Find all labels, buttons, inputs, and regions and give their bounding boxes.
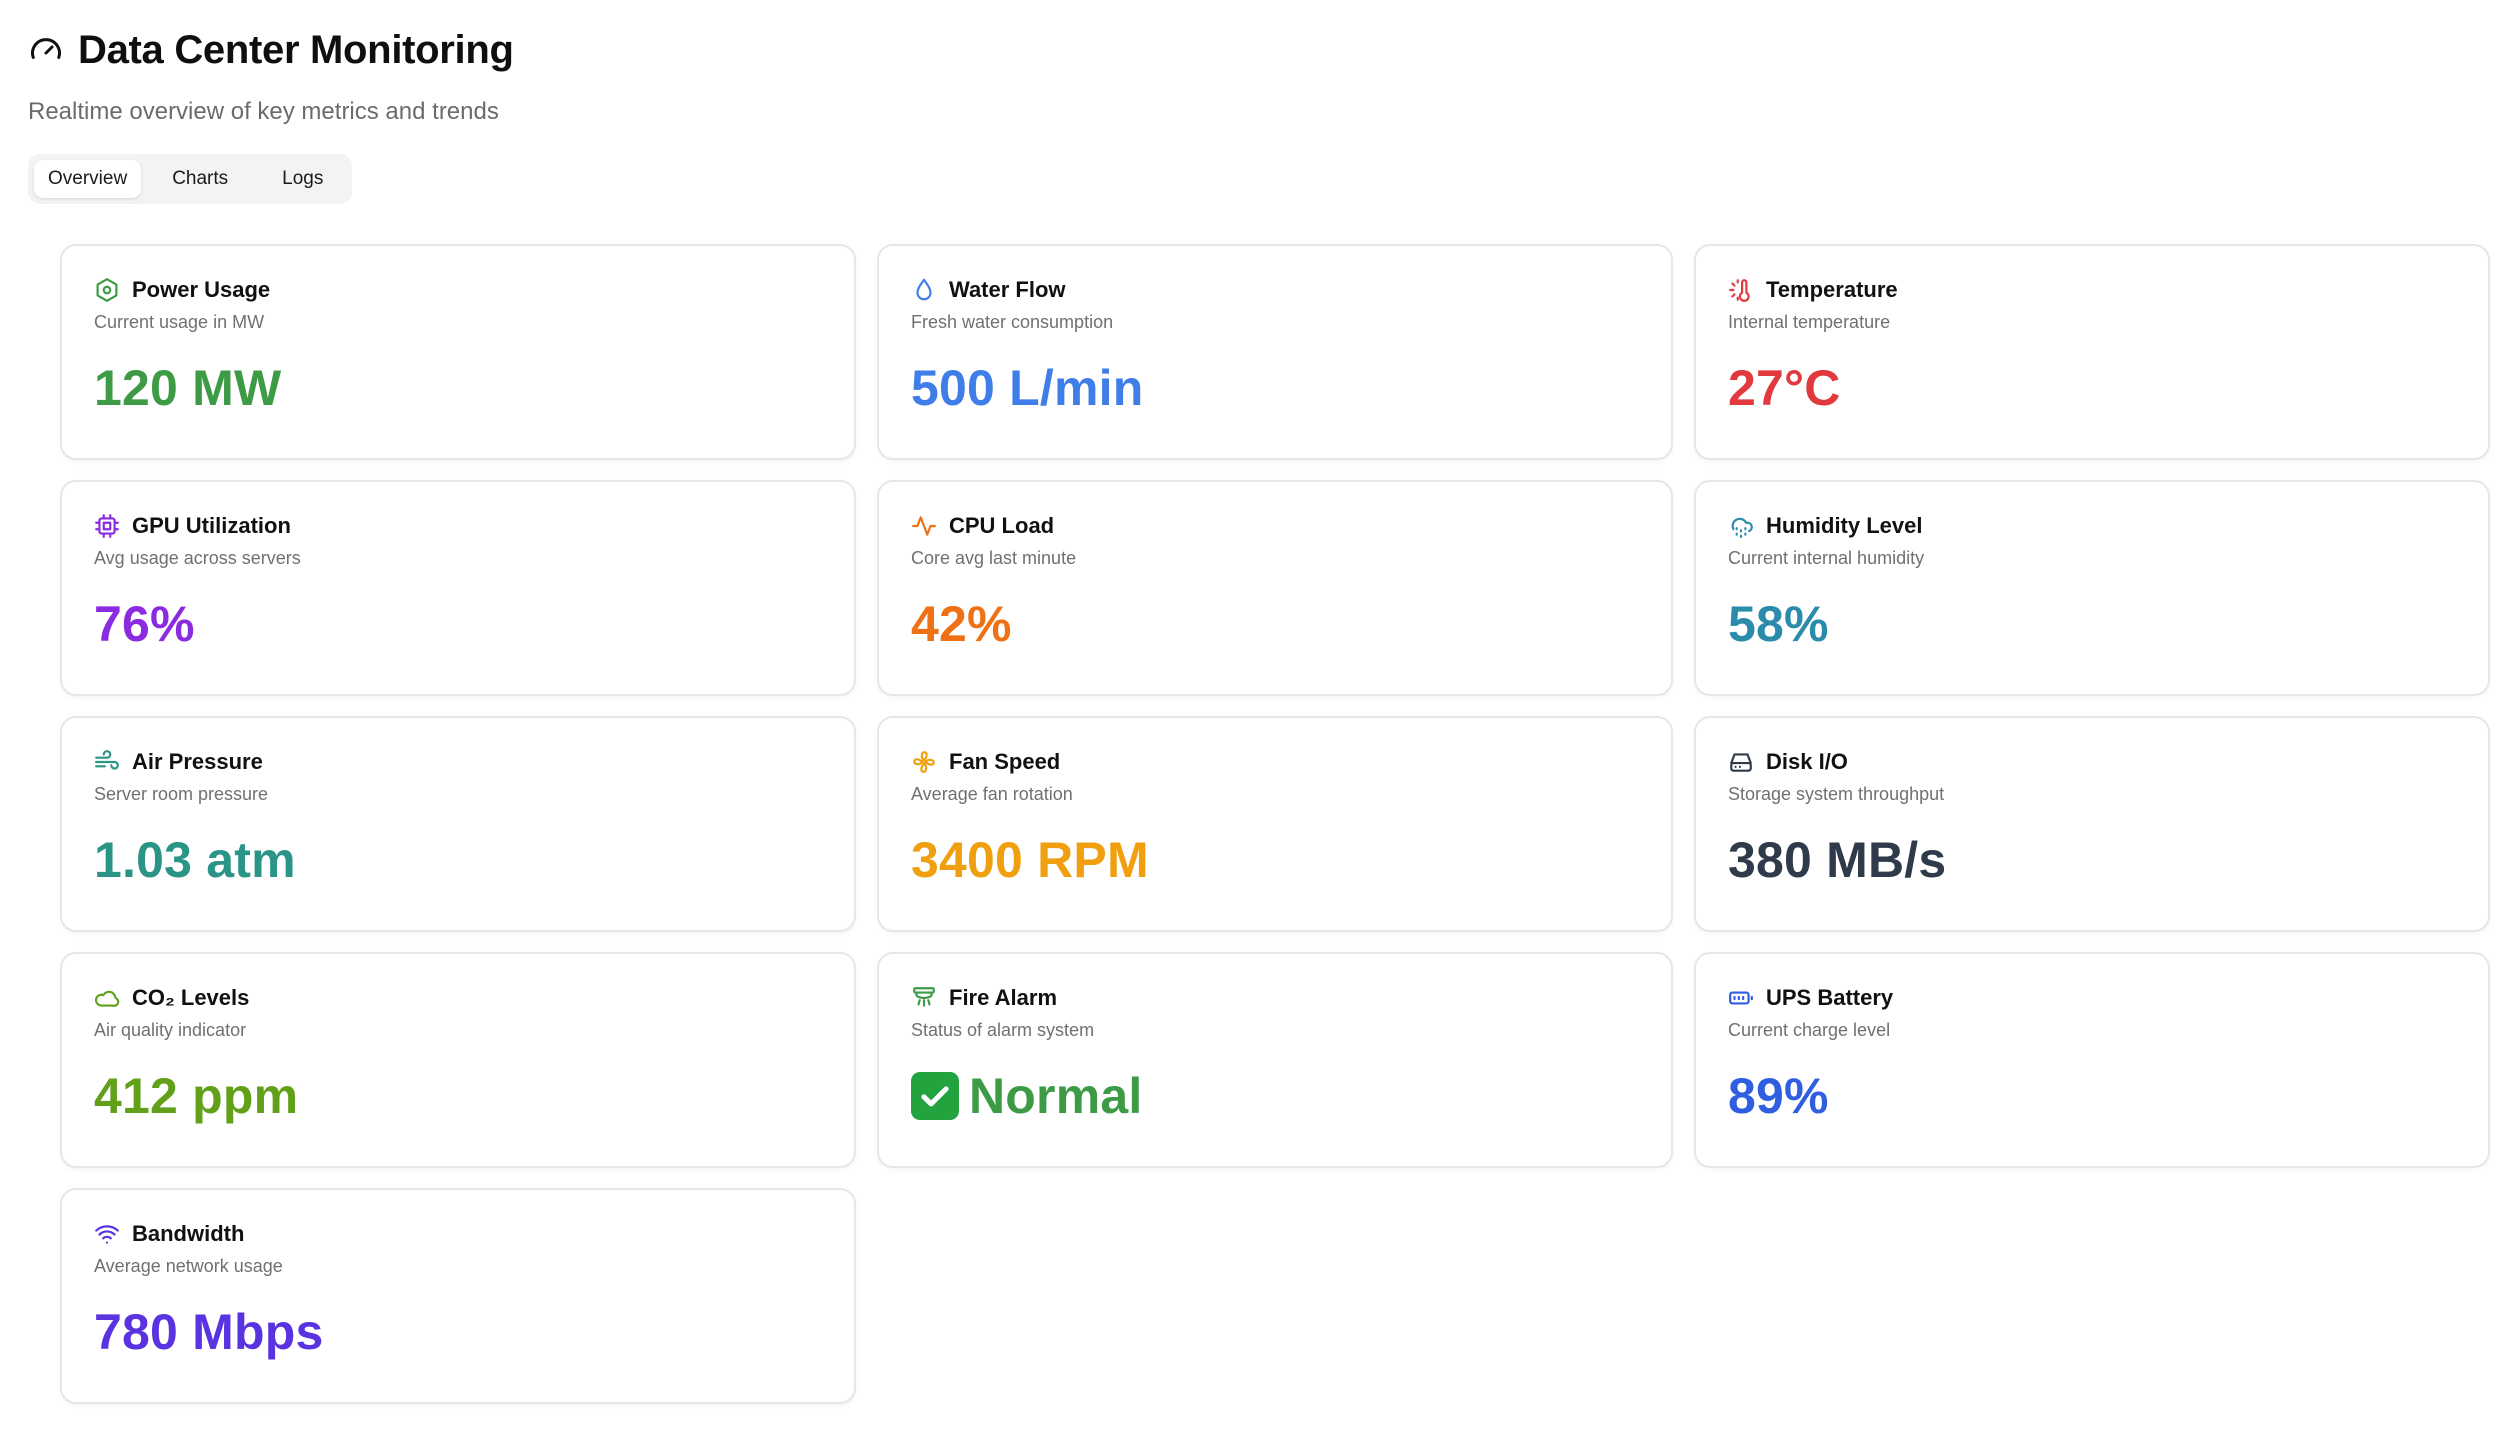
metric-card-fire-alarm: Fire Alarm Status of alarm system Normal — [877, 952, 1673, 1168]
card-description: Fresh water consumption — [911, 312, 1114, 332]
card-value: 58% — [1728, 596, 1829, 652]
metric-card-humidity-level: Humidity Level Current internal humidity… — [1694, 480, 2490, 696]
metric-card-ups-battery: UPS Battery Current charge level 89% — [1694, 952, 2490, 1168]
card-title: CPU Load — [949, 513, 1055, 538]
card-title: Bandwidth — [132, 1221, 245, 1246]
card-description: Average network usage — [94, 1256, 283, 1276]
card-description: Storage system throughput — [1728, 784, 1945, 804]
card-title: CO₂ Levels — [132, 985, 250, 1010]
card-title: Water Flow — [949, 277, 1066, 302]
tab-bar: Overview Charts Logs — [28, 154, 353, 204]
tab-charts[interactable]: Charts — [172, 168, 229, 189]
activity-icon — [912, 516, 936, 536]
metric-card-air-pressure: Air Pressure Server room pressure 1.03 a… — [60, 716, 856, 932]
card-value: 380 MB/s — [1728, 832, 1947, 888]
card-value-row: Normal — [911, 1067, 1639, 1125]
card-value: 1.03 atm — [94, 832, 296, 888]
tab-logs[interactable]: Logs — [282, 168, 324, 189]
card-title: GPU Utilization — [132, 513, 291, 538]
card-title: Air Pressure — [132, 749, 263, 774]
card-value: 412 ppm — [94, 1068, 299, 1124]
card-title: Fan Speed — [949, 749, 1061, 774]
tab-overview[interactable]: Overview — [34, 160, 142, 198]
hard-drive-icon — [1730, 753, 1752, 772]
card-description: Internal temperature — [1728, 312, 1891, 332]
battery-icon — [1729, 991, 1753, 1005]
metric-card-power-usage: Power Usage Current usage in MW 120 MW — [60, 244, 856, 460]
card-title: Disk I/O — [1766, 749, 1848, 774]
card-value: 780 Mbps — [94, 1304, 324, 1360]
metrics-grid: Power Usage Current usage in MW 120 MW W… — [60, 244, 2490, 1404]
cpu-chip-icon — [95, 514, 119, 538]
card-value: 42% — [911, 596, 1012, 652]
card-description: Server room pressure — [94, 784, 269, 804]
metric-card-fan-speed: Fan Speed Average fan rotation 3400 RPM — [877, 716, 1673, 932]
metric-card-temperature: Temperature Internal temperature 27°C — [1694, 244, 2490, 460]
gauge-icon — [31, 38, 61, 59]
card-title: Fire Alarm — [949, 985, 1058, 1010]
card-description: Avg usage across servers — [94, 548, 301, 568]
metric-card-co2-levels: CO₂ Levels Air quality indicator 412 ppm — [60, 952, 856, 1168]
metric-card-water-flow: Water Flow Fresh water consumption 500 L… — [877, 244, 1673, 460]
wind-icon — [95, 750, 119, 770]
card-title: Power Usage — [132, 277, 271, 302]
card-description: Current usage in MW — [94, 312, 265, 332]
metric-card-disk-io: Disk I/O Storage system throughput 380 M… — [1694, 716, 2490, 932]
card-title: Humidity Level — [1766, 513, 1923, 538]
cloud-icon — [95, 990, 120, 1007]
card-description: Current internal humidity — [1728, 548, 1925, 568]
card-description: Status of alarm system — [911, 1020, 1095, 1040]
card-description: Air quality indicator — [94, 1020, 247, 1040]
thermometer-sun-icon — [1729, 279, 1750, 302]
card-value: Normal — [969, 1068, 1143, 1124]
card-value: 89% — [1728, 1068, 1829, 1124]
cloud-drizzle-icon — [1731, 517, 1753, 538]
page-title: Data Center Monitoring — [78, 27, 514, 72]
card-title: UPS Battery — [1766, 985, 1894, 1010]
metric-card-gpu-utilization: GPU Utilization Avg usage across servers… — [60, 480, 856, 696]
card-description: Current charge level — [1728, 1020, 1891, 1040]
card-value: 500 L/min — [911, 360, 1144, 416]
page-header: Data Center Monitoring — [28, 24, 2514, 76]
card-value: 3400 RPM — [911, 832, 1149, 888]
siren-icon — [913, 987, 935, 1007]
wifi-icon — [95, 1225, 119, 1244]
fan-icon — [913, 751, 935, 773]
card-description: Core avg last minute — [911, 548, 1077, 568]
card-description: Average fan rotation — [911, 784, 1073, 804]
card-value: 27°C — [1728, 360, 1841, 416]
check-mark-icon — [911, 1072, 959, 1120]
card-value: 120 MW — [94, 360, 282, 416]
card-title: Temperature — [1766, 277, 1898, 302]
droplet-icon — [916, 278, 932, 301]
card-value: 76% — [94, 596, 195, 652]
metric-card-cpu-load: CPU Load Core avg last minute 42% — [877, 480, 1673, 696]
hexagon-icon — [96, 278, 118, 302]
metric-card-bandwidth: Bandwidth Average network usage 780 Mbps — [60, 1188, 856, 1404]
page-subtitle: Realtime overview of key metrics and tre… — [28, 98, 499, 125]
